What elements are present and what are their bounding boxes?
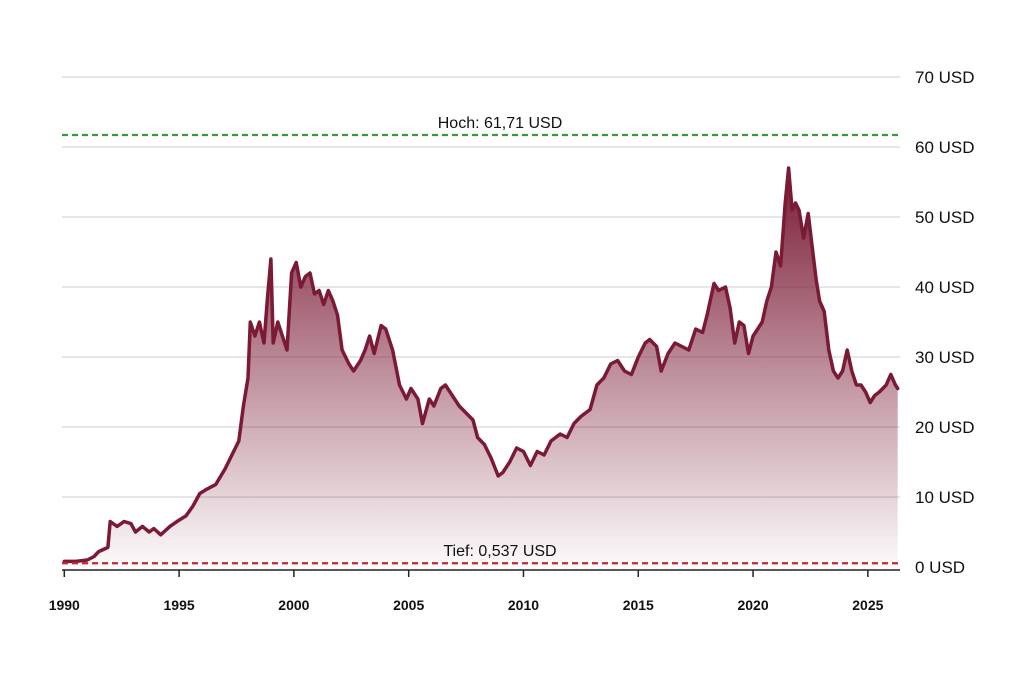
- y-tick-label: 50 USD: [915, 208, 975, 227]
- x-tick-label: 2005: [393, 597, 424, 613]
- y-axis: 0 USD 10 USD 20 USD 30 USD 40 USD 50 USD 60 US…: [915, 68, 975, 577]
- y-tick-label: 10 USD: [915, 488, 975, 507]
- x-tick-label: 1990: [49, 597, 80, 613]
- low-label: Tief: 0,537 USD: [443, 543, 556, 560]
- gridlines: [62, 76, 900, 498]
- y-tick-label: 60 USD: [915, 138, 975, 157]
- price-line: [62, 166, 900, 564]
- high-label: Hoch: 61,71 USD: [438, 115, 563, 132]
- reference-lines: Hoch: 61,71 USD Tief: 0,537 USD: [62, 115, 900, 565]
- price-area: [64, 168, 898, 567]
- y-tick-label: 20 USD: [915, 418, 975, 437]
- y-tick-label: 0 USD: [915, 558, 965, 577]
- x-tick-label: 2010: [508, 597, 539, 613]
- x-tick-label: 1995: [164, 597, 195, 613]
- y-tick-label: 70 USD: [915, 68, 975, 87]
- y-tick-label: 30 USD: [915, 348, 975, 367]
- x-tick-label: 2000: [278, 597, 309, 613]
- y-tick-label: 40 USD: [915, 278, 975, 297]
- x-axis: 1990 1995 2000 2005 2010 2015 2020 2025: [49, 570, 884, 613]
- x-tick-label: 2020: [737, 597, 768, 613]
- x-tick-label: 2025: [852, 597, 883, 613]
- x-tick-label: 2015: [623, 597, 654, 613]
- plot-area: [62, 166, 900, 571]
